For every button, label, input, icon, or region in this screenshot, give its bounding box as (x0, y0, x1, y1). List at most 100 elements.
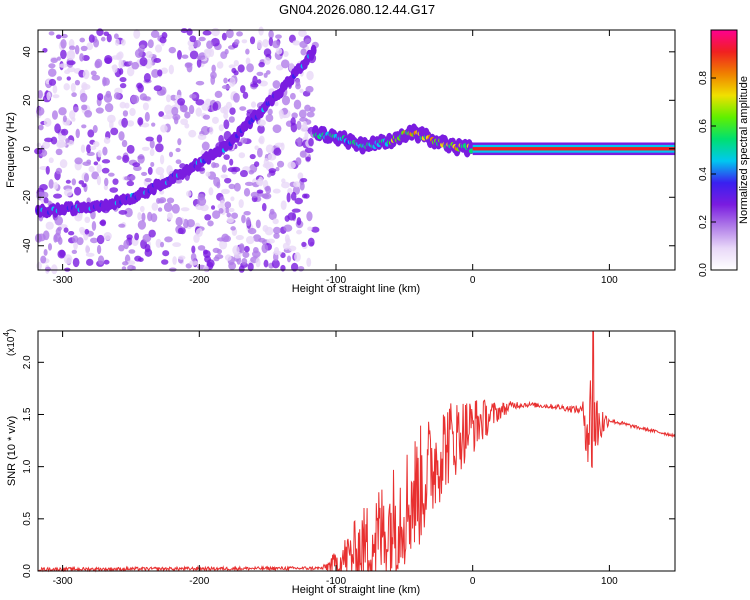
noise-patch (147, 39, 154, 49)
noise-patch (198, 36, 206, 42)
noise-patch (274, 101, 279, 107)
noise-patch (99, 220, 106, 226)
noise-patch (141, 171, 148, 176)
noise-patch (139, 57, 148, 67)
noise-patch (142, 233, 152, 243)
noise-patch (104, 57, 112, 64)
noise-patch (296, 217, 302, 226)
noise-patch (160, 241, 165, 248)
noise-patch (231, 212, 239, 219)
noise-patch (279, 109, 284, 120)
noise-patch (252, 75, 258, 86)
noise-patch (257, 119, 266, 127)
noise-patch (295, 157, 302, 166)
noise-patch (275, 34, 282, 39)
noise-patch (196, 58, 202, 68)
noise-patch (204, 214, 212, 221)
noise-patch (230, 196, 235, 202)
noise-patch (126, 144, 135, 154)
spectrogram-x-tick-label: 100 (601, 275, 618, 286)
noise-patch (137, 154, 145, 164)
noise-patch (81, 82, 88, 91)
colorbar-tick-label: 0.6 (698, 119, 709, 133)
noise-patch (203, 265, 209, 273)
noise-patch (200, 125, 210, 136)
noise-patch (256, 178, 263, 186)
noise-patch (272, 218, 279, 225)
noise-patch (168, 46, 176, 54)
noise-patch (229, 158, 234, 166)
noise-patch (301, 241, 307, 247)
noise-patch (50, 57, 58, 64)
noise-patch (96, 175, 102, 186)
noise-patch (309, 106, 316, 113)
noise-patch (272, 124, 282, 134)
noise-patch (265, 144, 274, 154)
noise-patch (223, 119, 230, 130)
noise-patch (213, 162, 220, 168)
spectrogram-frame (37, 29, 676, 271)
noise-patch (60, 49, 67, 60)
noise-patch (299, 40, 308, 49)
noise-patch (205, 171, 211, 177)
noise-patch (168, 64, 174, 75)
noise-patch (133, 29, 141, 39)
noise-patch (241, 258, 248, 265)
svg-text:(x104): (x104) (2, 329, 17, 356)
snr-line (37, 330, 676, 573)
noise-patch (297, 265, 305, 272)
noise-patch (306, 211, 313, 222)
noise-patch (176, 49, 182, 60)
noise-patch (76, 237, 84, 246)
noise-patch (189, 35, 197, 43)
noise-patch (69, 110, 76, 120)
noise-patch (73, 106, 79, 112)
noise-patch (148, 229, 156, 238)
noise-patch (43, 249, 48, 256)
noise-patch (63, 83, 70, 91)
noise-patch (304, 131, 309, 140)
noise-patch (91, 221, 97, 231)
noise-patch (211, 116, 219, 125)
noise-patch (154, 44, 163, 53)
noise-patch (258, 61, 265, 68)
noise-patch (53, 193, 63, 199)
noise-patch (128, 60, 133, 66)
noise-patch (120, 39, 126, 46)
noise-patch (291, 208, 301, 213)
snr-y-tick-label: 1.5 (22, 407, 33, 421)
noise-patch (161, 259, 169, 265)
noise-patch (118, 244, 125, 252)
noise-patch (240, 137, 248, 144)
noise-patch (93, 161, 99, 166)
noise-patch (220, 174, 228, 179)
noise-patch (195, 99, 205, 106)
noise-patch (237, 64, 245, 73)
noise-patch (126, 260, 136, 266)
noise-patch (273, 232, 280, 239)
noise-patch (168, 151, 174, 158)
noise-patch (295, 78, 301, 87)
noise-patch (48, 78, 57, 86)
noise-patch (177, 138, 182, 146)
noise-patch (250, 191, 260, 198)
spectrogram-y-label: Frequency (Hz) (5, 112, 17, 188)
noise-patch (302, 120, 308, 131)
noise-patch (252, 250, 261, 258)
noise-patch (195, 80, 205, 86)
colorbar-tick-label: 0.0 (698, 263, 709, 277)
noise-patch (256, 189, 264, 194)
noise-patch (53, 181, 59, 190)
noise-patch (53, 234, 58, 243)
noise-patch (186, 190, 192, 197)
colorbar-gradient (711, 30, 737, 270)
noise-patch (59, 142, 67, 148)
noise-patch (188, 104, 195, 115)
signal-peak-cell (468, 148, 474, 154)
noise-patch (248, 169, 255, 175)
noise-patch (258, 237, 266, 243)
noise-patch (249, 153, 256, 160)
noise-patch (50, 264, 58, 275)
spectrogram-y-tick-label: 20 (22, 94, 33, 106)
noise-patch (80, 45, 88, 52)
